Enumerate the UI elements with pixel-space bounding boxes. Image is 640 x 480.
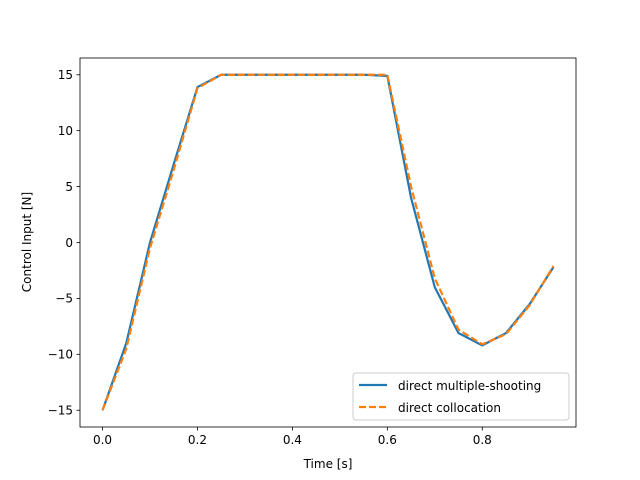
y-tick-label: 0 xyxy=(65,236,73,250)
x-tick-label: 0.2 xyxy=(188,433,207,447)
y-axis-label: Control Input [N] xyxy=(20,192,34,292)
legend-label-multiple-shooting: direct multiple-shooting xyxy=(398,379,541,393)
series-layer xyxy=(101,73,555,411)
y-tick-label: −5 xyxy=(55,292,73,306)
x-axis-label: Time [s] xyxy=(303,457,353,471)
y-tick-label: 10 xyxy=(58,124,73,138)
x-tick-label: 0.0 xyxy=(93,433,112,447)
x-axis: 0.0 0.2 0.4 0.6 0.8 xyxy=(93,427,492,447)
x-tick-label: 0.4 xyxy=(283,433,302,447)
plot-area xyxy=(80,58,576,427)
series-line-collocation xyxy=(101,73,555,411)
x-tick-label: 0.6 xyxy=(378,433,397,447)
y-tick-label: 5 xyxy=(65,180,73,194)
legend-label-collocation: direct collocation xyxy=(398,401,501,415)
legend-box xyxy=(352,372,570,421)
legend: direct multiple-shooting direct collocat… xyxy=(352,372,570,421)
x-tick-label: 0.8 xyxy=(473,433,492,447)
y-tick-label: −10 xyxy=(48,348,73,362)
y-axis: −15 −10 −5 0 5 10 15 xyxy=(48,68,80,418)
y-tick-label: −15 xyxy=(48,404,73,418)
y-tick-label: 15 xyxy=(58,68,73,82)
